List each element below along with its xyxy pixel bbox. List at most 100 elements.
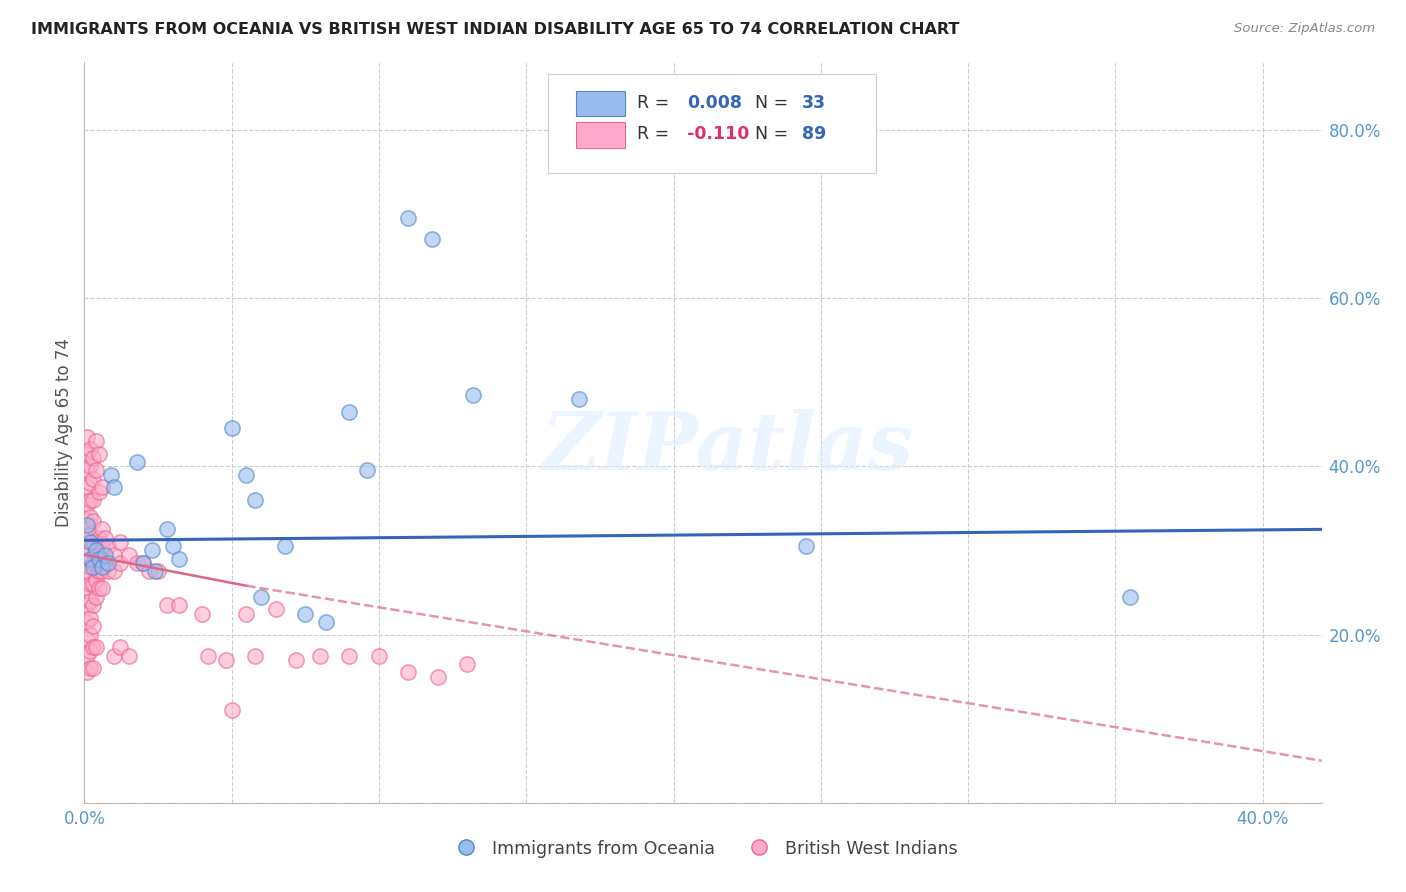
Point [97, 539, 120, 553]
Point [84, 640, 107, 655]
Text: ZIPatlas: ZIPatlas [541, 409, 914, 486]
Text: N =: N = [755, 125, 794, 144]
Point [76, 531, 98, 545]
Point [197, 648, 219, 663]
Point [79, 644, 101, 658]
Point [315, 615, 337, 629]
Point [84, 556, 107, 570]
Point [1119, 590, 1142, 604]
Point [568, 392, 591, 406]
Point [76, 548, 98, 562]
Point [215, 653, 238, 667]
Point [79, 577, 101, 591]
Point [156, 522, 179, 536]
FancyBboxPatch shape [575, 91, 626, 117]
Point [94, 531, 117, 545]
Point [82, 640, 104, 655]
Point [76, 497, 98, 511]
Text: 33: 33 [801, 95, 825, 112]
Point [84, 434, 107, 448]
Point [794, 539, 817, 553]
Point [82, 556, 104, 570]
Text: R =: R = [637, 125, 675, 144]
Point [132, 556, 155, 570]
Point [138, 565, 160, 579]
Text: R =: R = [637, 95, 675, 112]
Point [309, 648, 332, 663]
Point [79, 526, 101, 541]
Point [76, 598, 98, 612]
Point [91, 581, 114, 595]
Point [221, 421, 243, 435]
Point [82, 450, 104, 465]
Point [463, 388, 485, 402]
Point [245, 648, 267, 663]
Point [82, 535, 104, 549]
Point [167, 551, 190, 566]
Point [76, 518, 98, 533]
Point [82, 577, 104, 591]
Point [76, 665, 98, 680]
Point [273, 539, 295, 553]
Text: Source: ZipAtlas.com: Source: ZipAtlas.com [1234, 22, 1375, 36]
Point [127, 455, 149, 469]
Point [76, 632, 98, 646]
Point [87, 551, 110, 566]
Point [76, 447, 98, 461]
Point [79, 627, 101, 641]
Point [426, 670, 449, 684]
Point [368, 648, 391, 663]
Point [82, 661, 104, 675]
Point [245, 492, 267, 507]
Point [250, 590, 273, 604]
Point [339, 648, 361, 663]
Point [76, 581, 98, 595]
Text: N =: N = [755, 95, 794, 112]
Point [79, 476, 101, 491]
Point [103, 480, 125, 494]
Text: -0.110: -0.110 [688, 125, 749, 144]
Point [91, 480, 114, 494]
Point [456, 657, 478, 671]
Point [117, 548, 139, 562]
Point [127, 556, 149, 570]
Point [87, 565, 110, 579]
Point [79, 610, 101, 624]
Point [82, 492, 104, 507]
Point [103, 565, 125, 579]
Point [82, 514, 104, 528]
Point [87, 447, 110, 461]
Point [94, 556, 117, 570]
Point [91, 565, 114, 579]
Point [87, 581, 110, 595]
FancyBboxPatch shape [575, 121, 626, 147]
Point [396, 211, 419, 225]
Point [235, 607, 257, 621]
Point [285, 653, 308, 667]
Point [396, 665, 419, 680]
Point [91, 522, 114, 536]
Point [79, 594, 101, 608]
Point [82, 619, 104, 633]
Point [108, 556, 131, 570]
Point [76, 463, 98, 477]
Text: 0.008: 0.008 [688, 95, 742, 112]
Point [339, 404, 361, 418]
Point [79, 560, 101, 574]
Point [167, 598, 190, 612]
Point [100, 467, 122, 482]
Point [76, 565, 98, 579]
Point [84, 463, 107, 477]
Point [141, 543, 163, 558]
Point [221, 703, 243, 717]
Point [420, 232, 443, 246]
Point [156, 598, 179, 612]
Point [103, 648, 125, 663]
Point [79, 551, 101, 566]
Point [82, 598, 104, 612]
Point [82, 472, 104, 486]
Point [94, 548, 117, 562]
Point [108, 535, 131, 549]
Point [79, 492, 101, 507]
Point [79, 661, 101, 675]
